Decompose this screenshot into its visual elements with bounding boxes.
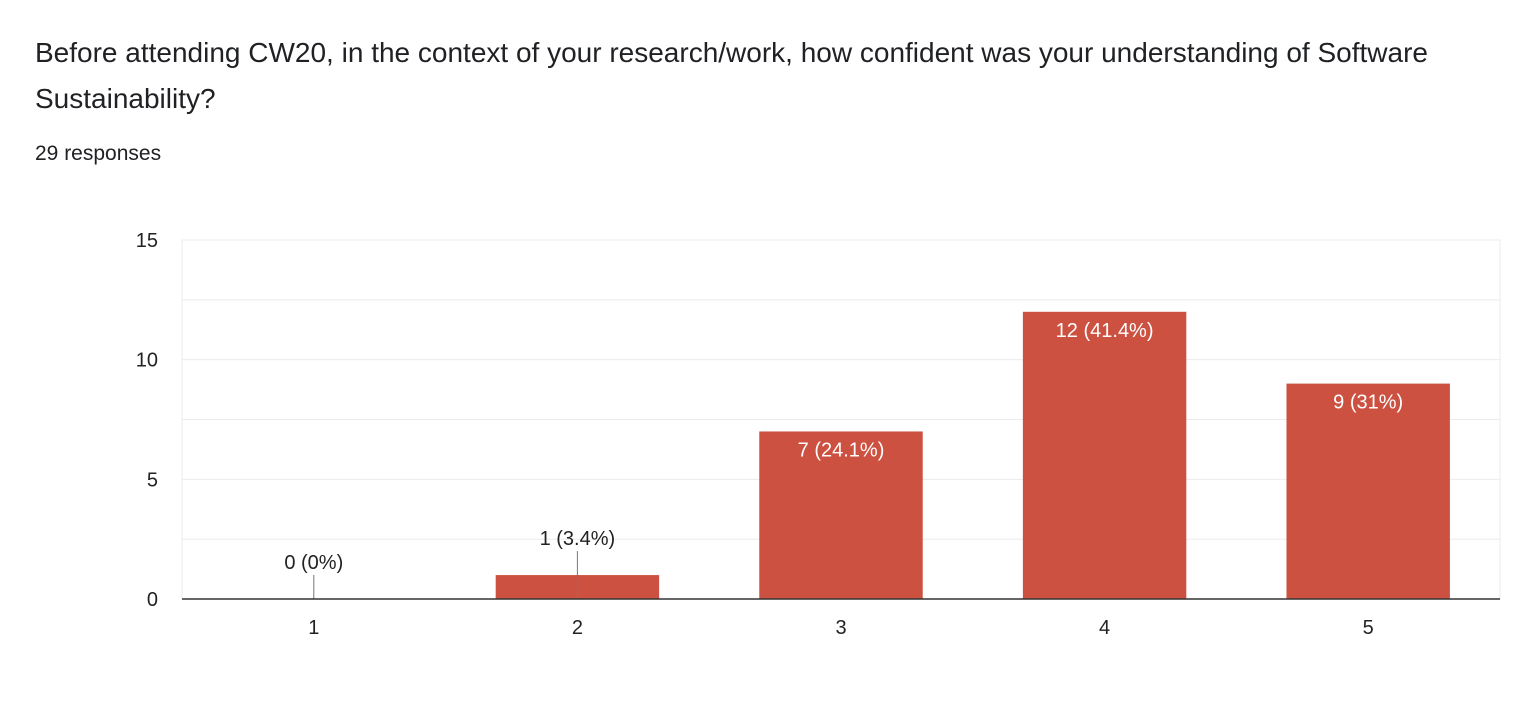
y-tick-label: 0 — [147, 589, 158, 611]
x-tick-label: 5 — [1363, 617, 1374, 639]
data-label: 0 (0%) — [284, 552, 343, 574]
bar — [1022, 311, 1187, 599]
x-tick-label: 2 — [572, 617, 583, 639]
x-tick-label: 1 — [308, 617, 319, 639]
data-label: 12 (41.4%) — [1056, 320, 1154, 342]
bar — [1286, 383, 1450, 599]
data-label: 9 (31%) — [1333, 392, 1403, 414]
y-tick-label: 5 — [147, 469, 158, 491]
data-label: 7 (24.1%) — [798, 439, 885, 461]
x-tick-label: 3 — [835, 617, 846, 639]
data-label: 1 (3.4%) — [540, 528, 616, 550]
y-tick-label: 15 — [136, 230, 158, 252]
y-tick-label: 10 — [136, 350, 158, 372]
bar — [759, 431, 923, 599]
question-title: Before attending CW20, in the context of… — [35, 37, 1428, 114]
response-count: 29 responses — [35, 142, 162, 165]
x-tick-label: 4 — [1099, 617, 1110, 639]
